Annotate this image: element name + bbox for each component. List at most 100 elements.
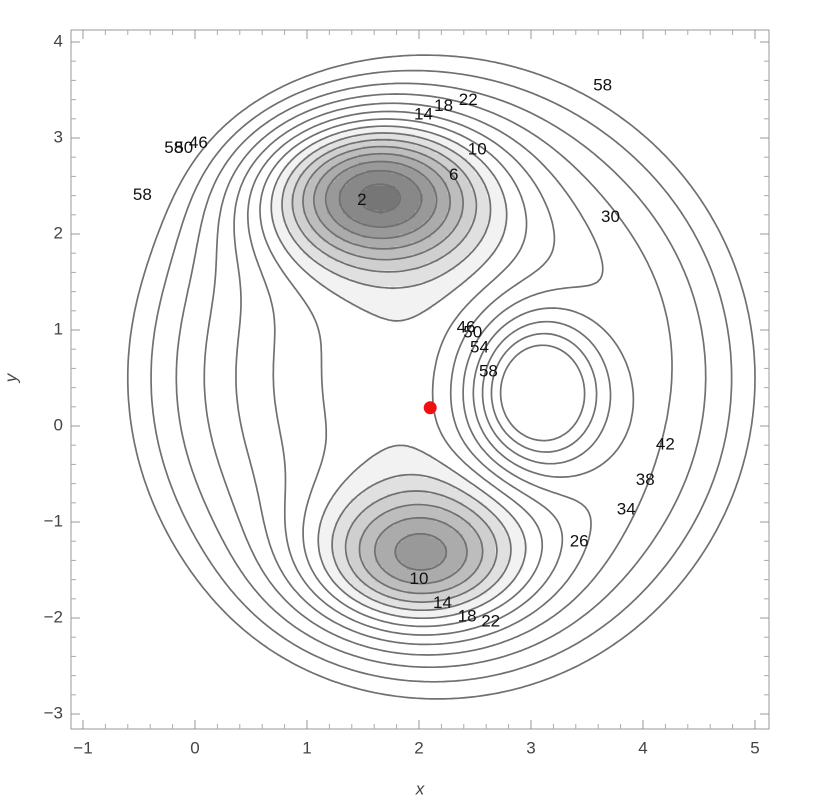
- shade-band: [447, 166, 460, 171]
- contour-label: 46: [457, 318, 476, 337]
- contour-label: 46: [189, 133, 208, 152]
- shade-band: [483, 234, 504, 239]
- shade-band: [435, 194, 452, 199]
- shade-band: [427, 178, 444, 183]
- shade-band: [483, 554, 496, 559]
- shade-band: [335, 218, 356, 223]
- x-tick-label: −1: [73, 738, 92, 757]
- shade-band: [463, 206, 476, 211]
- shade-band: [399, 614, 448, 619]
- shade-band: [459, 182, 472, 187]
- contour-line: [338, 169, 423, 228]
- shade-band: [403, 562, 440, 567]
- shade-band: [459, 566, 480, 571]
- shade-band: [299, 226, 312, 231]
- shade-band: [363, 462, 444, 467]
- shade-band: [479, 538, 496, 543]
- shade-band: [475, 170, 492, 175]
- shade-band: [351, 582, 364, 587]
- shade-band: [271, 202, 284, 207]
- shade-band: [399, 474, 424, 479]
- shade-band: [335, 522, 352, 527]
- shade-band: [351, 566, 368, 571]
- shade-band: [427, 146, 448, 151]
- shade-band: [459, 530, 476, 535]
- shade-band: [415, 158, 436, 163]
- shade-band: [299, 242, 312, 247]
- contour-label: 30: [601, 207, 620, 226]
- shade-band: [463, 502, 484, 507]
- shade-band: [363, 490, 404, 495]
- shade-band: [323, 562, 336, 567]
- shade-band: [339, 154, 360, 159]
- shade-band: [347, 534, 364, 539]
- shade-band: [399, 198, 424, 203]
- shade-band: [419, 186, 436, 191]
- shade-band: [443, 558, 468, 563]
- shade-band: [435, 170, 452, 175]
- shade-band: [271, 206, 284, 211]
- shade-band: [471, 574, 488, 579]
- shade-band: [383, 210, 416, 215]
- shade-band: [379, 498, 456, 503]
- contour-line: [233, 102, 604, 646]
- shade-band: [483, 542, 496, 547]
- shade-band: [299, 222, 312, 227]
- shade-band: [471, 162, 484, 167]
- shade-band: [363, 558, 376, 563]
- contour-label: 10: [410, 569, 429, 588]
- shade-band: [319, 246, 336, 251]
- shade-band: [467, 174, 480, 179]
- shade-band: [423, 250, 452, 255]
- shade-band: [327, 266, 360, 271]
- shade-band: [323, 174, 340, 179]
- shade-band: [491, 570, 504, 575]
- shade-band: [347, 506, 368, 511]
- shade-band: [439, 590, 468, 595]
- shade-band: [283, 186, 296, 191]
- shade-band: [347, 158, 416, 163]
- shade-band: [347, 530, 364, 535]
- contour-line: [281, 132, 512, 612]
- contour-line: [246, 110, 564, 636]
- shade-band: [315, 230, 332, 235]
- shade-band: [343, 206, 368, 211]
- shade-band: [323, 514, 340, 519]
- y-tick-label: −3: [44, 704, 63, 723]
- shade-band: [467, 558, 484, 563]
- shade-band: [323, 222, 340, 227]
- shade-band: [451, 574, 472, 579]
- shade-band: [399, 542, 444, 547]
- shade-band: [483, 550, 496, 555]
- y-tick-label: −1: [44, 512, 63, 531]
- shade-band: [511, 538, 524, 543]
- shade-band: [271, 194, 284, 199]
- shade-band: [399, 202, 420, 207]
- shade-band: [427, 262, 460, 267]
- shade-band: [339, 198, 360, 203]
- shade-band: [291, 170, 304, 175]
- shade-band: [363, 222, 400, 227]
- shade-band: [327, 254, 360, 259]
- shade-band: [383, 610, 464, 615]
- shade-band: [495, 562, 508, 567]
- shade-band: [459, 218, 476, 223]
- shade-band: [463, 518, 484, 523]
- shade-band: [471, 186, 488, 191]
- x-tick-label: 0: [190, 738, 199, 757]
- shade-band: [467, 578, 484, 583]
- shade-band: [439, 258, 464, 263]
- shade-band: [459, 154, 476, 159]
- shade-band: [347, 558, 364, 563]
- shade-band: [307, 182, 320, 187]
- shade-band: [511, 542, 528, 547]
- shade-band: [411, 242, 440, 247]
- shade-band: [475, 570, 492, 575]
- contour-line: [313, 152, 468, 585]
- shade-band: [331, 214, 348, 219]
- shade-band: [339, 294, 448, 299]
- shade-band: [343, 574, 356, 579]
- shade-band: [359, 162, 400, 167]
- shade-band: [311, 242, 332, 247]
